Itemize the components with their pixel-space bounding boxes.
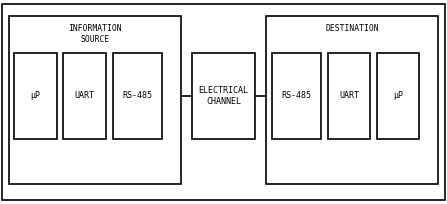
- Bar: [9, 16, 181, 184]
- Text: UART: UART: [75, 91, 95, 100]
- Bar: [192, 53, 255, 139]
- Bar: [14, 53, 57, 139]
- Text: RS-485: RS-485: [281, 91, 312, 100]
- Text: ELECTRICAL
CHANNEL: ELECTRICAL CHANNEL: [198, 86, 249, 106]
- Text: RS-485: RS-485: [122, 91, 152, 100]
- Text: μP: μP: [30, 91, 41, 100]
- Bar: [63, 53, 106, 139]
- Text: UART: UART: [339, 91, 359, 100]
- Bar: [113, 53, 162, 139]
- Bar: [328, 53, 370, 139]
- Text: μP: μP: [393, 91, 403, 100]
- Text: INFORMATION
SOURCE: INFORMATION SOURCE: [68, 24, 122, 44]
- Text: DESTINATION: DESTINATION: [325, 24, 379, 33]
- Bar: [272, 53, 321, 139]
- Bar: [377, 53, 419, 139]
- Bar: [266, 16, 438, 184]
